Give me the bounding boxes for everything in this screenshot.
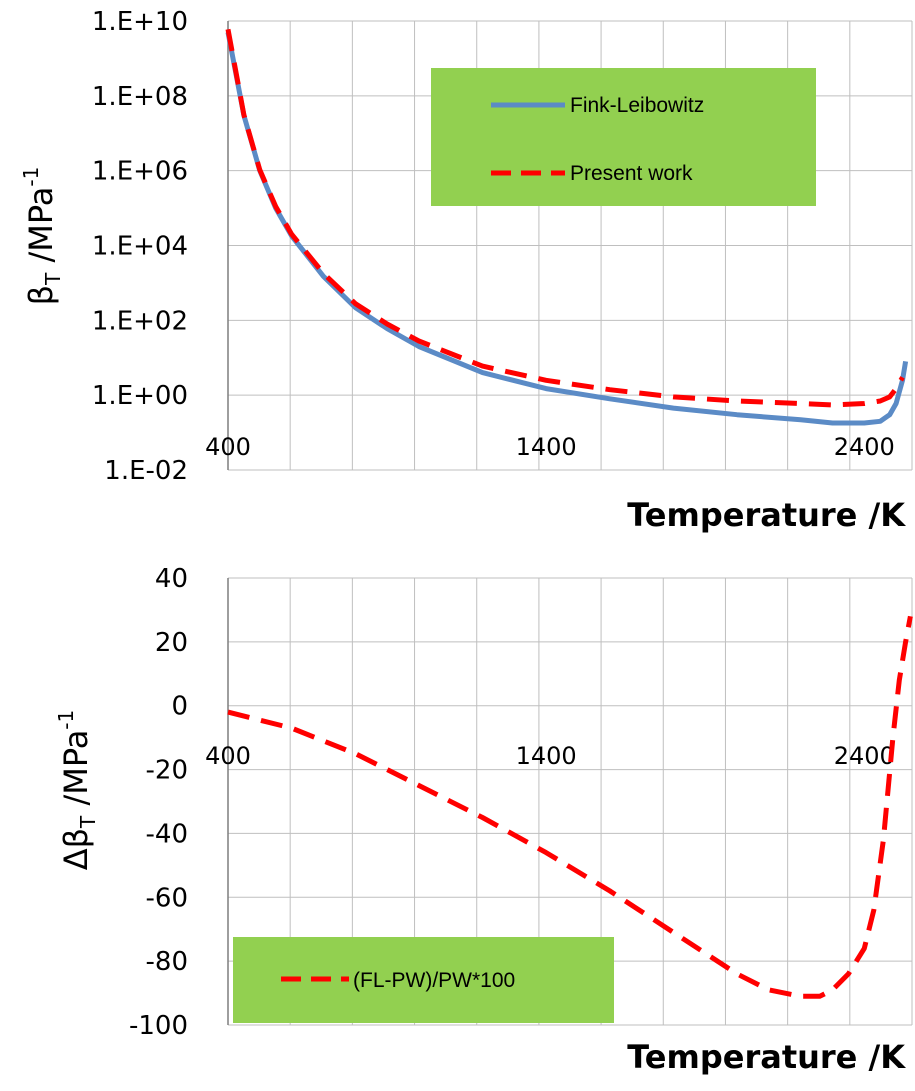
y-tick-label: -40	[146, 819, 188, 849]
y-tick-label: 40	[155, 564, 188, 594]
x-tick-label: 400	[205, 433, 251, 461]
y-tick-label: 1.E+08	[92, 82, 188, 112]
y-tick-label: 20	[155, 628, 188, 658]
x-tick-label: 1400	[516, 433, 577, 461]
beta-series-lines	[225, 28, 909, 426]
y-tick-label: 1.E+00	[92, 381, 188, 411]
y-tick-label: 1.E+02	[92, 306, 188, 336]
y-tick-label: 1.E-02	[104, 456, 188, 486]
legend-label-fink-leibowitz: Fink-Leibowitz	[570, 94, 704, 117]
delta-legend: (FL-PW)/PW*100	[233, 937, 614, 1023]
svg-text:ΔβT /MPa-1: ΔβT /MPa-1	[54, 710, 100, 871]
beta-legend-box	[431, 68, 816, 206]
beta-y-axis-label: βT /MPa-1	[19, 167, 65, 306]
delta-y-axis-label: ΔβT /MPa-1	[54, 710, 100, 871]
y-tick-label: -100	[129, 1011, 188, 1041]
delta-x-tick-labels: 400 1400 2400	[205, 742, 895, 770]
x-tick-label: 2400	[834, 742, 895, 770]
x-tick-label: 2400	[834, 433, 895, 461]
y-tick-label: 1.E+04	[92, 232, 188, 262]
series-line-fink-leibowitz	[225, 31, 909, 426]
y-tick-label: -60	[146, 883, 188, 913]
y-tick-label: -80	[146, 947, 188, 977]
x-tick-label: 400	[205, 742, 251, 770]
beta-panel: 1.E-02 1.E+00 1.E+02 1.E+04 1.E+06 1.E+08 1.E+…	[19, 7, 913, 534]
legend-label-fl-pw: (FL-PW)/PW*100	[353, 969, 515, 992]
y-tick-label: 1.E+06	[92, 157, 188, 187]
beta-x-tick-labels: 400 1400 2400	[205, 433, 895, 461]
delta-x-axis-label: Temperature /K	[627, 1038, 906, 1076]
svg-text:βT /MPa-1: βT /MPa-1	[19, 167, 65, 306]
legend-label-present-work: Present work	[570, 162, 693, 185]
beta-y-tick-labels: 1.E-02 1.E+00 1.E+02 1.E+04 1.E+06 1.E+08 1.E+…	[92, 7, 188, 486]
y-tick-label: 0	[171, 692, 188, 722]
beta-legend: Fink-Leibowitz Present work	[431, 68, 816, 206]
series-line-present-work	[225, 28, 905, 408]
y-tick-label: 1.E+10	[92, 7, 188, 37]
x-tick-label: 1400	[516, 742, 577, 770]
y-tick-label: -20	[146, 756, 188, 786]
beta-x-axis-label: Temperature /K	[627, 496, 906, 534]
delta-y-tick-labels: -100 -80 -60 -40 -20 0 20 40	[129, 564, 188, 1041]
delta-beta-panel: -100 -80 -60 -40 -20 0 20 40 400 1400 2400 Temper…	[54, 564, 913, 1076]
